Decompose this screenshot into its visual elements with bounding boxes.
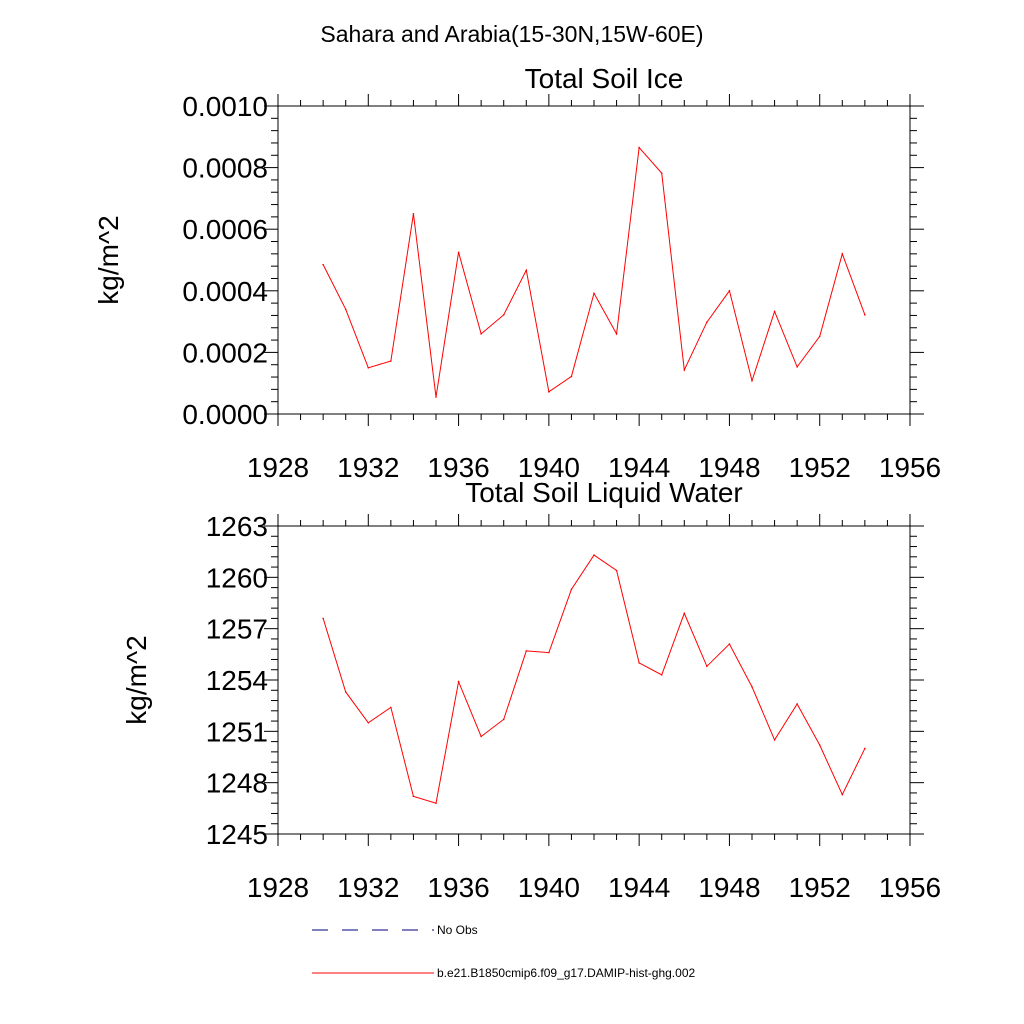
- data-point: [367, 721, 370, 724]
- data-point: [796, 366, 798, 368]
- data-point: [864, 314, 866, 316]
- suptitle: Sahara and Arabia(15-30N,15W-60E): [320, 21, 703, 47]
- x-tick-label: 1952: [789, 452, 851, 483]
- data-point: [502, 718, 505, 721]
- data-point: [390, 360, 392, 362]
- data-point: [570, 375, 573, 378]
- data-point: [638, 662, 640, 664]
- y-tick-label: 1254: [206, 665, 268, 696]
- data-point: [480, 333, 482, 335]
- series-line: [322, 554, 866, 804]
- plot-frame: [277, 105, 911, 415]
- x-tick-label: 1944: [608, 872, 670, 903]
- data-point: [773, 310, 776, 313]
- data-point: [502, 314, 505, 316]
- y-tick-label: 0.0000: [182, 399, 268, 430]
- x-tick-label: 1936: [427, 872, 489, 903]
- plot-frame: [277, 525, 911, 835]
- y-tick-label: 0.0002: [182, 337, 268, 368]
- data-point: [322, 617, 324, 620]
- data-point: [457, 251, 460, 254]
- x-tick-label: 1944: [608, 452, 670, 483]
- x-tick-label: 1932: [337, 872, 399, 903]
- panel-soil-ice: Total Soil Ice 1928 1932 1936 1940 1944 1948 19…: [93, 63, 941, 483]
- y-tick-label: 1257: [206, 614, 268, 645]
- data-point: [412, 795, 415, 798]
- data-point: [683, 612, 686, 615]
- x-tick-label: 1952: [789, 872, 851, 903]
- data-point: [593, 554, 595, 556]
- data-point: [615, 569, 618, 572]
- x-tick-label: 1956: [879, 872, 941, 903]
- data-point: [751, 686, 753, 688]
- y-tick-label: 1263: [206, 511, 268, 542]
- series-line: [322, 146, 866, 398]
- data-point: [728, 290, 731, 292]
- data-point: [841, 793, 844, 796]
- panel-soil-liquid-water: Total Soil Liquid Water 1928 1932 1936 1940 1…: [121, 477, 941, 903]
- data-point: [548, 391, 550, 393]
- y-axis-label: kg/m^2: [121, 635, 152, 724]
- x-tick-label: 1928: [247, 452, 309, 483]
- x-tick-label: 1948: [698, 872, 760, 903]
- data-point: [435, 396, 437, 398]
- data-point: [367, 367, 370, 369]
- data-point: [818, 744, 821, 746]
- x-tick-label: 1940: [518, 452, 580, 483]
- legend-label-no-obs: No Obs: [437, 923, 478, 937]
- data-point: [570, 588, 573, 591]
- data-point: [525, 650, 528, 652]
- data-point: [683, 369, 686, 371]
- data-point: [457, 680, 460, 683]
- y-tick-label: 0.0008: [182, 153, 268, 184]
- data-point: [773, 739, 776, 741]
- x-tick-label: 1956: [879, 452, 941, 483]
- y-tick-label: 1245: [206, 819, 268, 850]
- y-tick-label: 1251: [206, 716, 268, 747]
- data-point: [412, 213, 415, 215]
- y-tick-label: 1260: [206, 562, 268, 593]
- data-point: [841, 253, 844, 255]
- data-point: [525, 269, 528, 271]
- data-point: [480, 735, 482, 738]
- data-point: [548, 651, 550, 654]
- x-tick-label: 1948: [698, 452, 760, 483]
- data-point: [660, 674, 663, 676]
- data-point: [818, 335, 821, 338]
- legend-label-model: b.e21.B1850cmip6.f09_g17.DAMIP-hist-ghg.…: [437, 966, 695, 980]
- data-point: [638, 146, 640, 149]
- y-tick-label: 1248: [206, 768, 268, 799]
- y-tick-label: 0.0010: [182, 91, 268, 122]
- x-tick-label: 1932: [337, 452, 399, 483]
- panel-title: Total Soil Liquid Water: [465, 477, 743, 508]
- data-point: [615, 333, 618, 335]
- x-tick-label: 1936: [427, 452, 489, 483]
- data-point: [751, 379, 753, 382]
- y-axis-label: kg/m^2: [93, 215, 124, 304]
- data-point: [593, 292, 595, 295]
- x-tick-label: 1940: [518, 872, 580, 903]
- y-tick-label: 0.0004: [182, 276, 268, 307]
- panel-title: Total Soil Ice: [525, 63, 684, 94]
- data-point: [660, 172, 663, 174]
- data-point: [435, 802, 437, 804]
- data-point: [344, 308, 347, 311]
- data-point: [322, 263, 324, 266]
- y-tick-label: 0.0006: [182, 214, 268, 245]
- data-point: [728, 643, 731, 645]
- data-point: [706, 321, 708, 324]
- data-point: [796, 703, 798, 705]
- legend: No Obs b.e21.B1850cmip6.f09_g17.DAMIP-hi…: [312, 923, 695, 980]
- data-point: [344, 691, 347, 693]
- data-point: [864, 747, 866, 750]
- x-tick-label: 1928: [247, 872, 309, 903]
- data-point: [706, 665, 708, 668]
- data-point: [390, 706, 392, 709]
